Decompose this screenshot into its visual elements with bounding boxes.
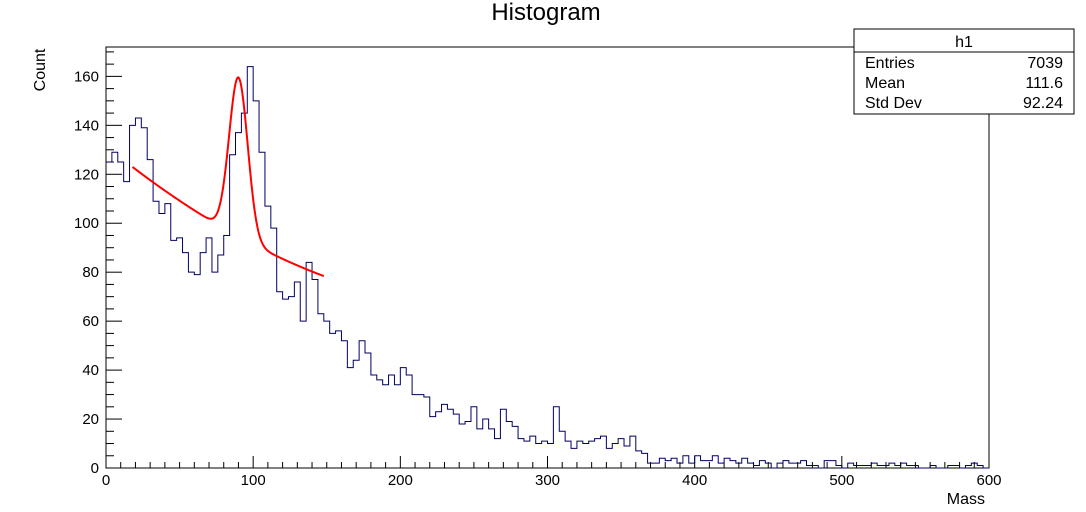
x-tick-label: 400 [682,472,707,489]
axis-ticks [105,51,990,469]
y-tick-label: 140 [74,117,99,134]
stats-entries-label: Entries [865,55,915,72]
stats-mean-label: Mean [865,75,905,92]
stats-entries-value: 7039 [1027,55,1063,72]
y-tick-label: 100 [74,215,99,232]
x-tick-labels: 0 100 200 300 400 500 600 [102,472,1002,489]
histogram-line [106,66,989,469]
y-tick-label: 80 [82,264,99,281]
y-tick-label: 0 [91,460,99,477]
stats-title: h1 [955,34,973,51]
stats-box: h1 Entries 7039 Mean 111.6 Std Dev 92.24 [853,28,1075,115]
x-tick-label: 0 [102,472,110,489]
y-tick-label: 160 [74,68,99,85]
stats-stddev-label: Std Dev [865,95,922,112]
y-axis-label: Count [32,48,49,91]
y-tick-label: 120 [74,166,99,183]
chart-title: Histogram [491,0,600,26]
y-tick-label: 20 [82,411,99,428]
stats-mean-value: 111.6 [1025,75,1063,92]
y-tick-label: 60 [82,313,99,330]
stats-stddev-value: 92.24 [1023,95,1063,112]
fit-curve [131,76,325,278]
x-tick-label: 600 [976,472,1001,489]
x-tick-label: 500 [829,472,854,489]
x-tick-label: 300 [535,472,560,489]
x-axis-label: Mass [947,491,985,508]
y-tick-labels: 0 20 40 60 80 100 120 140 160 [74,68,99,477]
y-tick-label: 40 [82,362,99,379]
x-tick-label: 100 [241,472,266,489]
x-tick-label: 200 [388,472,413,489]
